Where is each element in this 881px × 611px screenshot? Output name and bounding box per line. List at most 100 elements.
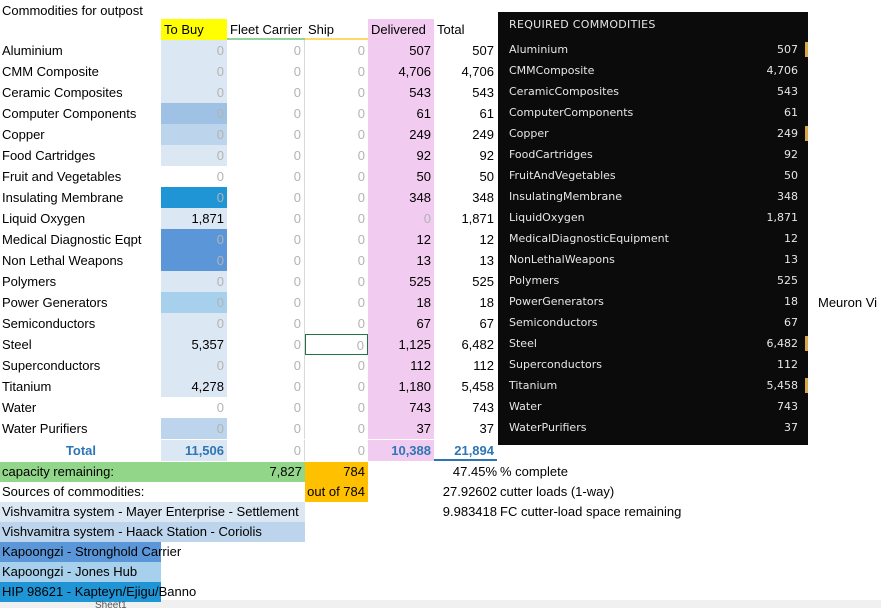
source-item[interactable]: Kapoongzi - Jones Hub (2, 564, 138, 579)
to-buy-cell[interactable]: 0 (161, 292, 227, 313)
ship-cell[interactable]: 0 (357, 85, 365, 100)
fleet-carrier-cell[interactable]: 0 (227, 376, 305, 397)
delivered-cell[interactable]: 525 (368, 271, 434, 292)
ship-cell[interactable]: 0 (357, 358, 365, 373)
ship-cell[interactable]: 0 (357, 106, 365, 121)
delivered-cell[interactable]: 4,706 (368, 61, 434, 82)
delivered-cell[interactable]: 50 (368, 166, 434, 187)
total-delivered[interactable]: 10,388 (368, 440, 434, 461)
ship-cell[interactable]: 0 (357, 253, 365, 268)
sheet-tab[interactable]: Sheet1 (95, 600, 127, 611)
capacity-value[interactable]: 7,827 (269, 464, 302, 479)
header-delivered[interactable]: Delivered (368, 19, 434, 40)
ship-cell[interactable]: 0 (357, 169, 365, 184)
to-buy-cell[interactable]: 1,871 (161, 208, 227, 229)
source-item[interactable]: Vishvamitra system - Haack Station - Cor… (2, 524, 262, 539)
delivered-cell[interactable]: 37 (368, 418, 434, 439)
ship-cell[interactable]: 0 (357, 64, 365, 79)
delivered-cell[interactable]: 743 (368, 397, 434, 418)
header-ship[interactable]: Ship (308, 22, 335, 37)
to-buy-cell[interactable]: 0 (161, 82, 227, 103)
total-ship[interactable]: 0 (357, 443, 365, 458)
stat-value[interactable]: 47.45% (452, 464, 497, 479)
total-cell[interactable]: 13 (479, 253, 494, 268)
delivered-cell[interactable]: 1,180 (368, 376, 434, 397)
source-item[interactable]: HIP 98621 - Kapteyn/Ejigu/Banno (2, 584, 197, 599)
to-buy-cell[interactable]: 0 (161, 271, 227, 292)
fleet-carrier-cell[interactable]: 0 (227, 271, 305, 292)
delivered-cell[interactable]: 13 (368, 250, 434, 271)
to-buy-cell[interactable]: 0 (161, 313, 227, 334)
fleet-carrier-cell[interactable]: 0 (227, 187, 305, 208)
fleet-carrier-cell[interactable]: 0 (227, 61, 305, 82)
to-buy-cell[interactable]: 0 (161, 40, 227, 61)
to-buy-cell[interactable]: 0 (161, 61, 227, 82)
fleet-carrier-cell[interactable]: 0 (227, 145, 305, 166)
ship-cell[interactable]: 0 (357, 148, 365, 163)
to-buy-cell[interactable]: 0 (161, 229, 227, 250)
fleet-carrier-cell[interactable]: 0 (227, 292, 305, 313)
header-to-buy[interactable]: To Buy (161, 19, 227, 40)
delivered-cell[interactable]: 18 (368, 292, 434, 313)
total-cell[interactable]: 5,458 (461, 379, 494, 394)
total-cell[interactable]: 507 (472, 43, 494, 58)
delivered-cell[interactable]: 249 (368, 124, 434, 145)
fleet-carrier-cell[interactable]: 0 (227, 208, 305, 229)
header-fleet-carrier[interactable]: Fleet Carrier (230, 22, 303, 37)
ship-cell[interactable]: 0 (357, 127, 365, 142)
ship-cell[interactable]: 0 (357, 43, 365, 58)
header-total[interactable]: Total (437, 22, 465, 37)
ship-cell[interactable]: 0 (357, 274, 365, 289)
total-cell[interactable]: 50 (479, 169, 494, 184)
fleet-carrier-cell[interactable]: 0 (227, 229, 305, 250)
delivered-cell[interactable]: 0 (368, 208, 434, 229)
ship-cell[interactable]: 0 (357, 316, 365, 331)
total-cell[interactable]: 92 (479, 148, 494, 163)
ship-cell[interactable]: 0 (357, 232, 365, 247)
total-cell[interactable]: 67 (479, 316, 494, 331)
total-cell[interactable]: 112 (473, 358, 494, 373)
to-buy-cell[interactable]: 0 (161, 124, 227, 145)
total-cell[interactable]: 1,871 (461, 211, 494, 226)
fleet-carrier-cell[interactable]: 0 (227, 166, 305, 187)
delivered-cell[interactable]: 67 (368, 313, 434, 334)
to-buy-cell[interactable]: 0 (161, 397, 227, 418)
to-buy-cell[interactable]: 0 (161, 418, 227, 439)
total-cell[interactable]: 348 (472, 190, 494, 205)
capacity-ship[interactable]: 784 (305, 462, 368, 482)
delivered-cell[interactable]: 543 (368, 82, 434, 103)
total-total[interactable]: 21,894 (434, 440, 497, 461)
delivered-cell[interactable]: 61 (368, 103, 434, 124)
delivered-cell[interactable]: 112 (368, 355, 434, 376)
ship-cell[interactable]: 0 (357, 400, 365, 415)
fleet-carrier-cell[interactable]: 0 (227, 397, 305, 418)
total-cell[interactable]: 37 (479, 421, 494, 436)
ship-cell[interactable]: 0 (357, 211, 365, 226)
delivered-cell[interactable]: 1,125 (368, 334, 434, 355)
total-cell[interactable]: 249 (472, 127, 494, 142)
total-fleet-carrier[interactable]: 0 (227, 440, 305, 461)
stat-value[interactable]: 27.92602 (442, 484, 497, 499)
fleet-carrier-cell[interactable]: 0 (227, 40, 305, 61)
fleet-carrier-cell[interactable]: 0 (227, 313, 305, 334)
total-cell[interactable]: 6,482 (461, 337, 494, 352)
ship-cell[interactable]: 0 (357, 190, 365, 205)
to-buy-cell[interactable]: 4,278 (161, 376, 227, 397)
fleet-carrier-cell[interactable]: 0 (227, 124, 305, 145)
source-item[interactable]: Vishvamitra system - Mayer Enterprise - … (2, 504, 299, 519)
to-buy-cell[interactable]: 0 (161, 250, 227, 271)
fleet-carrier-cell[interactable]: 0 (227, 334, 305, 355)
total-cell[interactable]: 12 (479, 232, 494, 247)
to-buy-cell[interactable]: 0 (161, 103, 227, 124)
fleet-carrier-cell[interactable]: 0 (227, 82, 305, 103)
total-cell[interactable]: 61 (479, 106, 494, 121)
to-buy-cell[interactable]: 5,357 (161, 334, 227, 355)
to-buy-cell[interactable]: 0 (161, 145, 227, 166)
fleet-carrier-cell[interactable]: 0 (227, 250, 305, 271)
total-cell[interactable]: 525 (472, 274, 494, 289)
delivered-cell[interactable]: 12 (368, 229, 434, 250)
total-cell[interactable]: 4,706 (461, 64, 494, 79)
fleet-carrier-cell[interactable]: 0 (227, 418, 305, 439)
total-cell[interactable]: 743 (472, 400, 494, 415)
fleet-carrier-cell[interactable]: 0 (227, 355, 305, 376)
